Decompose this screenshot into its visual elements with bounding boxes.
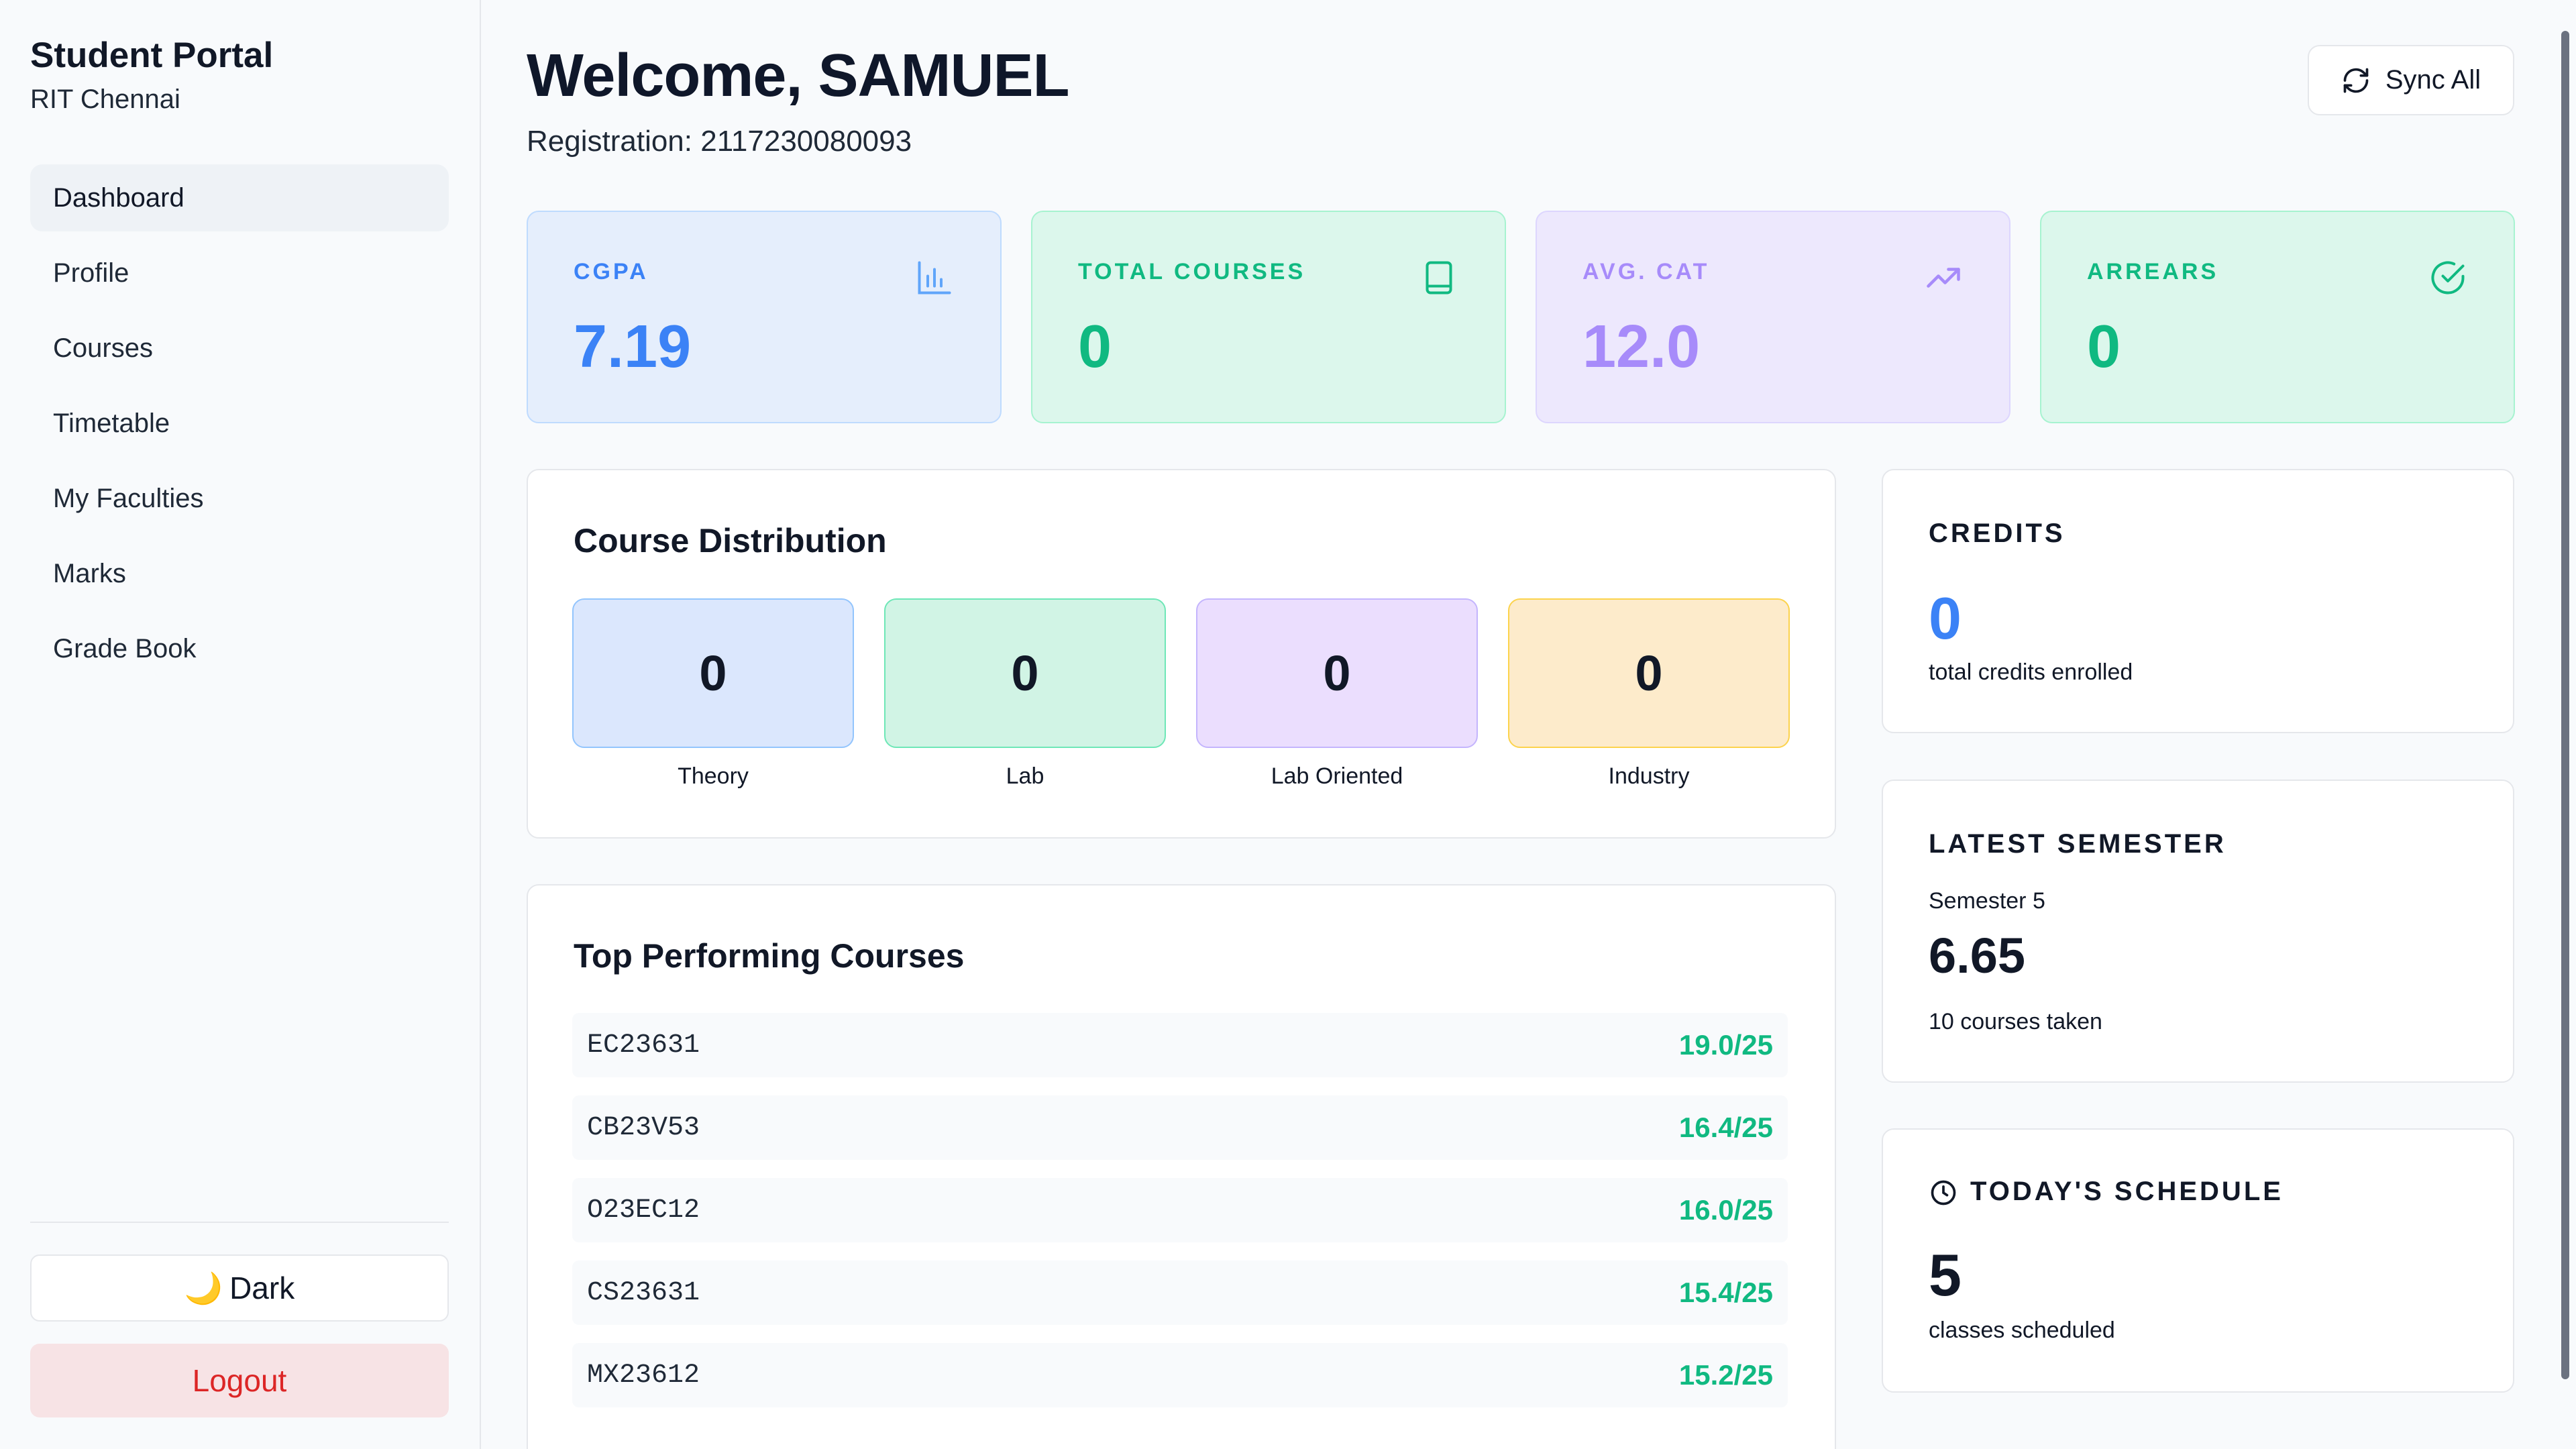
latest-semester-panel: LATEST SEMESTER Semester 5 6.65 10 cours… — [1882, 780, 2514, 1083]
avg-cat-card: AVG. CAT 12.0 — [1536, 211, 2010, 423]
course-code: EC23631 — [587, 1030, 700, 1061]
sidebar-nav: Dashboard Profile Courses Timetable My F… — [30, 164, 449, 690]
stat-value: 0 — [1078, 313, 1112, 380]
sidebar-item-profile[interactable]: Profile — [53, 258, 129, 288]
brand-title: Student Portal — [30, 36, 274, 75]
credits-value: 0 — [1929, 585, 1962, 651]
lab-label: Lab — [1006, 763, 1044, 789]
panel-title: Course Distribution — [574, 522, 887, 559]
todays-schedule-label: TODAY'S SCHEDULE — [1970, 1177, 2284, 1206]
page-title: Welcome, SAMUEL — [527, 42, 1069, 109]
lab-oriented-label: Lab Oriented — [1271, 763, 1403, 789]
course-score: 15.2/25 — [1678, 1359, 1773, 1391]
semester-gpa: 6.65 — [1929, 928, 2026, 983]
book-icon — [1426, 261, 1452, 294]
clock-icon — [1931, 1180, 1956, 1205]
todays-schedule-panel: TODAY'S SCHEDULE 5 classes scheduled — [1882, 1128, 2514, 1393]
course-score: 16.4/25 — [1678, 1112, 1773, 1143]
industry-label: Industry — [1608, 763, 1690, 789]
stat-label: AVG. CAT — [1582, 259, 1710, 284]
course-row[interactable]: EC23631 19.0/25 — [572, 1013, 1788, 1077]
stat-value: 7.19 — [574, 313, 692, 380]
sidebar-item-my-faculties[interactable]: My Faculties — [53, 483, 204, 513]
course-code: MX23612 — [587, 1360, 700, 1391]
sidebar-item-marks[interactable]: Marks — [53, 558, 126, 588]
brand-subtitle: RIT Chennai — [30, 85, 180, 114]
credits-caption: total credits enrolled — [1929, 659, 2133, 685]
stat-value: 12.0 — [1582, 313, 1701, 380]
sidebar-item-grade-book[interactable]: Grade Book — [53, 633, 197, 663]
theory-label: Theory — [678, 763, 749, 789]
course-code: CS23631 — [587, 1277, 700, 1308]
sidebar-item-timetable[interactable]: Timetable — [53, 408, 170, 438]
page-scrollbar[interactable] — [2561, 31, 2569, 1379]
registration-number: Registration: 2117230080093 — [527, 125, 912, 158]
industry-count: 0 — [1508, 598, 1790, 748]
sidebar-divider — [30, 1222, 449, 1223]
credits-panel: CREDITS 0 total credits enrolled — [1882, 469, 2514, 733]
cgpa-card: CGPA 7.19 — [527, 211, 1002, 423]
course-row[interactable]: CB23V53 16.4/25 — [572, 1095, 1788, 1160]
trending-up-icon — [1927, 268, 1960, 288]
dark-mode-button[interactable]: 🌙 Dark — [30, 1254, 449, 1322]
bar-chart-icon — [918, 261, 951, 294]
check-circle-icon — [2431, 261, 2465, 294]
logout-button[interactable]: Logout — [30, 1344, 449, 1417]
course-score: 16.0/25 — [1678, 1194, 1773, 1226]
arrears-card: ARREARS 0 — [2040, 211, 2515, 423]
total-courses-card: TOTAL COURSES 0 — [1031, 211, 1506, 423]
latest-semester-label: LATEST SEMESTER — [1929, 829, 2226, 859]
dark-mode-label: Dark — [229, 1271, 295, 1305]
stat-label: CGPA — [574, 259, 649, 284]
refresh-icon — [2343, 68, 2369, 93]
lab-oriented-count: 0 — [1196, 598, 1478, 748]
course-row[interactable]: MX23612 15.2/25 — [572, 1343, 1788, 1407]
course-row[interactable]: O23EC12 16.0/25 — [572, 1178, 1788, 1242]
semester-caption: 10 courses taken — [1929, 1009, 2102, 1034]
schedule-count: 5 — [1929, 1242, 1962, 1308]
panel-title: Top Performing Courses — [574, 937, 965, 975]
sidebar: Student Portal RIT Chennai Dashboard Pro… — [0, 0, 481, 1449]
lab-count: 0 — [884, 598, 1166, 748]
schedule-caption: classes scheduled — [1929, 1318, 2115, 1343]
moon-icon: 🌙 — [184, 1270, 223, 1305]
sync-all-label: Sync All — [2385, 65, 2481, 95]
sync-all-button[interactable]: Sync All — [2308, 45, 2514, 115]
course-row[interactable]: CS23631 15.4/25 — [572, 1260, 1788, 1325]
sidebar-item-courses[interactable]: Courses — [53, 333, 153, 363]
course-score: 19.0/25 — [1678, 1029, 1773, 1061]
course-code: CB23V53 — [587, 1112, 700, 1143]
stat-label: TOTAL COURSES — [1078, 259, 1306, 284]
sidebar-item-dashboard[interactable]: Dashboard — [30, 164, 449, 231]
stat-value: 0 — [2087, 313, 2121, 380]
course-code: O23EC12 — [587, 1195, 700, 1226]
credits-label: CREDITS — [1929, 519, 2065, 548]
semester-name: Semester 5 — [1929, 888, 2045, 914]
theory-count: 0 — [572, 598, 854, 748]
course-score: 15.4/25 — [1678, 1277, 1773, 1308]
stat-label: ARREARS — [2087, 259, 2219, 284]
